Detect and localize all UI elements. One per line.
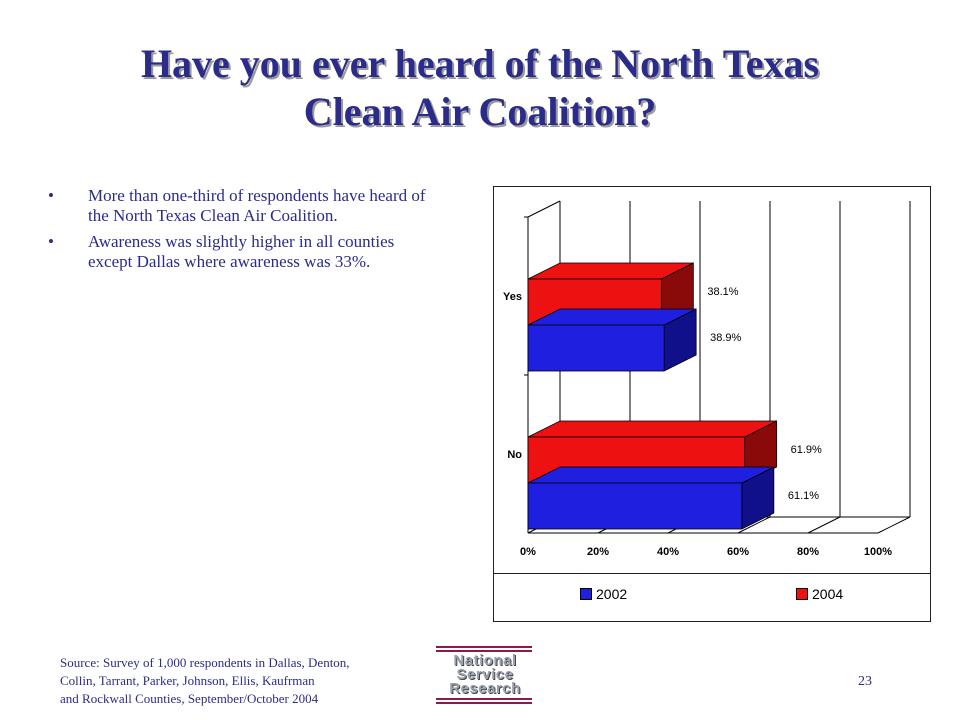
data-label: 38.9%	[710, 332, 741, 344]
logo-rule	[436, 646, 532, 648]
bar-top	[527, 466, 775, 484]
data-label: 38.1%	[707, 286, 738, 298]
data-label: 61.9%	[791, 444, 822, 456]
page-number: 23	[858, 674, 872, 689]
logo-line: Research	[449, 680, 521, 697]
x-tick-label: 0%	[520, 546, 536, 558]
national-service-research-logo: National Service Research	[436, 646, 532, 704]
legend-item-2002: 2002	[580, 586, 627, 602]
legend-label-2004: 2004	[812, 586, 844, 602]
logo-rule	[436, 698, 532, 700]
category-label: No	[507, 449, 522, 461]
source-line: Source: Survey of 1,000 respondents in D…	[60, 655, 350, 670]
logo-line: Service	[456, 666, 514, 683]
legend-item-2004: 2004	[796, 586, 843, 602]
slide-title: Have you ever heard of the North Texas C…	[30, 40, 930, 136]
bullet-text: More than one-third of respondents have …	[88, 186, 426, 225]
x-tick-label: 60%	[727, 546, 749, 558]
logo-rule	[436, 650, 532, 652]
x-tick-label: 20%	[587, 546, 609, 558]
bullet-item: • More than one-third of respondents have…	[48, 186, 438, 226]
bullet-list: • More than one-third of respondents have…	[48, 186, 438, 278]
bullet-dot-icon: •	[48, 232, 54, 251]
logo-rule	[436, 702, 532, 704]
chart-frame: 0% 20% 40% 60% 80% 100% Yes 38.1% 38.9% No 61.9% 61…	[493, 186, 931, 622]
logo-text: National Service Research	[442, 652, 528, 697]
title-line-1: Have you ever heard of the North Texas	[140, 41, 820, 86]
source-line: and Rockwall Counties, September/October…	[60, 691, 319, 706]
bar	[527, 482, 743, 530]
legend-swatch-2004	[796, 588, 808, 600]
logo-line: National	[453, 652, 517, 669]
category-label: Yes	[503, 291, 522, 303]
floor-depth-line	[737, 516, 771, 534]
wall-top-edge	[527, 200, 561, 218]
bar-top	[527, 420, 777, 438]
x-tick-label: 80%	[797, 546, 819, 558]
bullet-dot-icon: •	[48, 186, 54, 205]
x-tick-label: 100%	[864, 546, 892, 558]
bullet-text: Awareness was slightly higher in all cou…	[88, 232, 395, 271]
bar	[527, 324, 665, 372]
floor-depth-line	[877, 516, 911, 534]
data-label: 61.1%	[788, 490, 819, 502]
source-note: Source: Survey of 1,000 respondents in D…	[60, 654, 440, 708]
chart-legend: 2002 2004	[494, 573, 930, 622]
source-line: Collin, Tarrant, Parker, Johnson, Ellis,…	[60, 673, 315, 688]
x-tick-label: 40%	[657, 546, 679, 558]
legend-label-2002: 2002	[596, 586, 628, 602]
bullet-item: • Awareness was slightly higher in all co…	[48, 232, 438, 272]
bar-chart: 0% 20% 40% 60% 80% 100% Yes 38.1% 38.9% No 61.9% 61…	[503, 200, 911, 558]
legend-swatch-2002	[580, 588, 592, 600]
title-line-2: Clean Air Coalition?	[303, 89, 657, 134]
floor-depth-line	[807, 516, 841, 534]
